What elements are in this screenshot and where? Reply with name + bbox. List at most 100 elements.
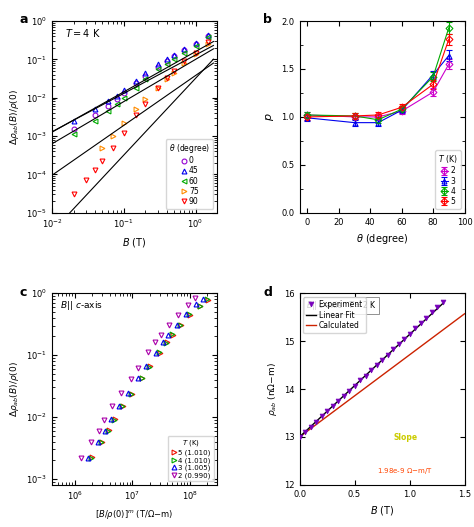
Experiment [363,373,368,379]
Experiment [335,398,341,405]
2 (0.990) [136,364,141,370]
4 (1.010) [119,403,125,409]
5 (1.010) [129,391,135,397]
Experiment [374,362,379,368]
5 (1.010) [147,363,153,369]
Text: $B||\ c$-axis$\quad T=2$ K: $B||\ c$-axis$\quad T=2$ K [306,299,377,312]
Experiment [390,346,396,353]
Text: d: d [263,286,272,298]
3 (1.005) [95,438,101,445]
X-axis label: $B$ (T): $B$ (T) [122,236,147,249]
5 (1.010) [106,427,112,434]
Experiment [302,428,308,435]
Y-axis label: $\rho_{ab}$ (n$\Omega$$-$m): $\rho_{ab}$ (n$\Omega$$-$m) [265,362,279,416]
5 (1.010) [187,311,193,318]
2 (0.990) [192,295,198,301]
5 (1.010) [99,438,105,445]
Experiment [423,315,429,321]
3 (1.005) [183,311,189,318]
Text: a: a [19,13,27,26]
2 (0.990) [109,403,115,409]
Experiment [412,325,418,331]
3 (1.005) [174,321,180,328]
Legend: 5 (1.010), 4 (1.010), 3 (1.005), 2 (0.990): 5 (1.010), 4 (1.010), 3 (1.005), 2 (0.99… [168,436,214,481]
Legend: 0, 45, 60, 75, 90: 0, 45, 60, 75, 90 [166,139,213,209]
5 (1.010) [112,416,118,422]
Experiment [418,320,423,326]
Text: $T=4$ K: $T=4$ K [65,27,101,39]
X-axis label: $B$ (T): $B$ (T) [370,504,394,518]
Experiment [434,304,440,310]
4 (1.010) [128,391,134,397]
2 (0.990) [128,376,134,382]
2 (0.990) [166,322,172,328]
Line: 2 (0.990): 2 (0.990) [79,296,198,461]
2 (0.990) [158,332,164,338]
4 (1.010) [98,438,104,445]
Experiment [385,352,391,358]
5 (1.010) [205,297,210,303]
4 (1.010) [139,375,145,382]
Y-axis label: $\Delta\rho_{ab}(B)/\rho(0)$: $\Delta\rho_{ab}(B)/\rho(0)$ [8,361,21,417]
5 (1.010) [170,332,175,338]
3 (1.005) [165,331,171,338]
2 (0.990) [185,302,191,308]
2 (0.990) [101,417,107,424]
3 (1.005) [136,375,141,382]
Experiment [341,393,346,399]
3 (1.005) [143,363,148,369]
Experiment [352,383,357,389]
Experiment [379,357,385,363]
2 (0.990) [118,391,124,397]
4 (1.010) [186,311,192,317]
5 (1.010) [139,375,145,381]
Line: 3 (1.005): 3 (1.005) [85,297,206,461]
Experiment [330,403,336,409]
3 (1.005) [193,301,199,307]
4 (1.010) [169,331,175,338]
3 (1.005) [102,428,108,434]
3 (1.005) [117,403,122,409]
3 (1.005) [160,339,166,345]
2 (0.990) [146,349,151,356]
4 (1.010) [111,416,117,423]
5 (1.010) [178,321,184,328]
Line: Experiment: Experiment [297,299,445,440]
Experiment [401,336,407,343]
4 (1.010) [146,363,152,369]
2 (0.990) [96,427,101,434]
Legend: Experiment, Linear Fit, Calculated: Experiment, Linear Fit, Calculated [303,297,366,333]
Text: c: c [19,286,27,298]
Experiment [308,424,313,430]
X-axis label: $\theta$ (degree): $\theta$ (degree) [356,232,408,246]
Text: $B||\ c$-axis: $B||\ c$-axis [60,299,103,312]
Experiment [313,418,319,425]
4 (1.010) [105,428,111,435]
Experiment [407,331,412,337]
5 (1.010) [198,302,203,309]
5 (1.010) [89,454,94,461]
Experiment [346,388,352,395]
2 (0.990) [175,311,181,318]
Experiment [440,299,446,305]
3 (1.005) [85,455,91,461]
5 (1.010) [157,349,163,356]
Y-axis label: $p$: $p$ [264,113,276,121]
3 (1.005) [153,349,158,356]
Y-axis label: $\Delta\rho_{ab}(B)/\rho(0)$: $\Delta\rho_{ab}(B)/\rho(0)$ [8,89,21,145]
2 (0.990) [153,339,158,345]
Experiment [368,367,374,374]
4 (1.010) [88,455,94,462]
4 (1.010) [156,349,162,355]
5 (1.010) [120,403,126,409]
Experiment [428,309,434,316]
Text: b: b [263,13,272,26]
2 (0.990) [89,439,94,445]
3 (1.005) [201,296,206,302]
Experiment [319,413,324,419]
Line: 5 (1.010): 5 (1.010) [89,297,210,460]
4 (1.010) [204,296,210,302]
2 (0.990) [79,455,84,461]
3 (1.005) [108,416,114,423]
4 (1.010) [197,302,202,309]
